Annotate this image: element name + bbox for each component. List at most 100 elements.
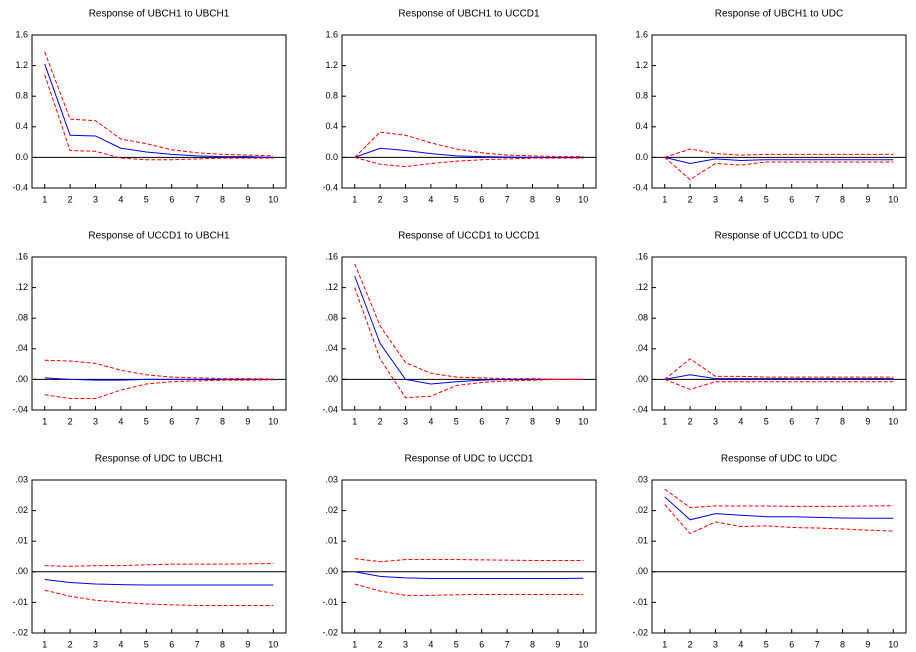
- x-tick-label: 3: [93, 416, 98, 426]
- x-tick-label: 1: [42, 194, 47, 204]
- y-tick-label: .03: [15, 474, 28, 484]
- panel: Response of UDC to UDC -.02 -.01 .00 .01 .02.…: [632, 454, 907, 649]
- panel: Response of UCCD1 to UBCH1 -.04 .00 .04 .08.…: [12, 231, 287, 426]
- x-tick-label: 3: [403, 416, 408, 426]
- y-tick-label: .01: [325, 536, 338, 546]
- x-tick-label: 3: [93, 639, 98, 649]
- panel: Response of UCCD1 to UDC -.04 .00 .04 .08 .12…: [632, 231, 907, 426]
- x-tick-label: 1: [352, 194, 357, 204]
- x-tick-label: 8: [530, 194, 535, 204]
- y-tick-label: -.01: [322, 597, 338, 607]
- x-tick-label: 9: [245, 416, 250, 426]
- x-tick-label: 5: [454, 416, 459, 426]
- x-tick-label: 5: [454, 194, 459, 204]
- y-tick-label: -.04: [12, 404, 28, 414]
- y-tick-label: .04: [635, 343, 648, 353]
- chart-title: Response of UDC to UCCD1: [405, 454, 534, 465]
- series-line: [44, 379, 274, 400]
- y-tick-label: 0.8: [635, 91, 648, 101]
- x-tick-label: 10: [268, 416, 278, 426]
- x-tick-label: 5: [764, 639, 769, 649]
- series-line: [664, 496, 894, 521]
- panel: Response of UDC to UBCH1 -.02 -.01 .00 .01 .0…: [12, 454, 287, 649]
- series-line: [44, 589, 274, 606]
- y-tick-label: .08: [15, 313, 28, 323]
- y-tick-label: -0.4: [12, 182, 28, 192]
- series-line: [44, 74, 274, 161]
- plot-frame: [651, 256, 907, 411]
- x-tick-label: 7: [815, 194, 820, 204]
- x-tick-label: 6: [479, 416, 484, 426]
- y-tick-label: .00: [15, 374, 28, 384]
- x-tick-label: 4: [428, 639, 433, 649]
- chart-title: Response of UDC to UBCH1: [95, 454, 224, 465]
- x-tick-label: 7: [195, 416, 200, 426]
- x-tick-label: 6: [479, 194, 484, 204]
- x-tick-label: 6: [789, 639, 794, 649]
- x-tick-label: 9: [865, 194, 870, 204]
- x-tick-label: 8: [530, 416, 535, 426]
- y-tick-label: .12: [635, 282, 648, 292]
- x-tick-label: 2: [688, 639, 693, 649]
- x-tick-label: 1: [662, 639, 667, 649]
- x-tick-label: 4: [118, 416, 123, 426]
- x-tick-label: 2: [688, 416, 693, 426]
- series-line: [44, 51, 274, 157]
- x-tick-label: 6: [169, 639, 174, 649]
- panel: Response of UDC to UCCD1 -.02 -.01 .00 .01 .0…: [322, 454, 597, 649]
- series-line: [44, 563, 274, 567]
- plot-frame: [31, 479, 287, 634]
- y-tick-label: .04: [325, 343, 338, 353]
- x-tick-label: 8: [530, 639, 535, 649]
- series-line: [354, 571, 584, 580]
- panel: Response of UBCH1 to UBCH1 -0.4 0.0 0.4 0.8 1…: [12, 9, 287, 204]
- chart-title: Response of UDC to UDC: [721, 454, 837, 465]
- series-line: [664, 504, 894, 535]
- x-tick-label: 4: [428, 194, 433, 204]
- series-line: [354, 131, 584, 158]
- series-line: [354, 558, 584, 563]
- x-tick-label: 9: [865, 639, 870, 649]
- x-tick-label: 8: [220, 639, 225, 649]
- series-line: [664, 374, 894, 380]
- y-tick-label: .00: [15, 566, 28, 576]
- x-tick-label: 8: [840, 639, 845, 649]
- x-tick-label: 6: [789, 416, 794, 426]
- y-tick-label: 1.2: [325, 60, 338, 70]
- x-tick-label: 3: [403, 194, 408, 204]
- y-tick-label: 1.2: [15, 60, 28, 70]
- y-tick-label: 0.0: [325, 152, 338, 162]
- y-tick-label: -.01: [12, 597, 28, 607]
- y-tick-label: .03: [635, 474, 648, 484]
- series-line: [354, 147, 584, 158]
- y-tick-label: .02: [325, 505, 338, 515]
- plot-frame: [651, 34, 907, 189]
- y-tick-label: .00: [325, 566, 338, 576]
- plot-frame: [651, 479, 907, 634]
- y-tick-label: .00: [635, 566, 648, 576]
- x-tick-label: 9: [555, 194, 560, 204]
- series-line: [664, 378, 894, 390]
- x-tick-label: 1: [662, 416, 667, 426]
- x-tick-label: 10: [578, 639, 588, 649]
- y-tick-label: .03: [325, 474, 338, 484]
- y-tick-label: .12: [15, 282, 28, 292]
- chart-title: Response of UBCH1 to UBCH1: [89, 9, 230, 20]
- x-tick-label: 4: [738, 416, 743, 426]
- series-line: [664, 156, 894, 165]
- y-tick-label: .12: [325, 282, 338, 292]
- x-tick-label: 2: [688, 194, 693, 204]
- y-tick-label: .00: [635, 374, 648, 384]
- y-tick-label: 1.6: [15, 29, 28, 39]
- series-line: [664, 148, 894, 158]
- y-tick-label: .00: [325, 374, 338, 384]
- x-tick-label: 5: [144, 194, 149, 204]
- x-tick-label: 10: [268, 639, 278, 649]
- y-tick-label: .01: [635, 536, 648, 546]
- x-tick-label: 4: [738, 194, 743, 204]
- y-tick-label: .08: [635, 313, 648, 323]
- series-line: [664, 358, 894, 380]
- x-tick-label: 3: [403, 639, 408, 649]
- x-tick-label: 9: [245, 639, 250, 649]
- x-tick-label: 4: [428, 416, 433, 426]
